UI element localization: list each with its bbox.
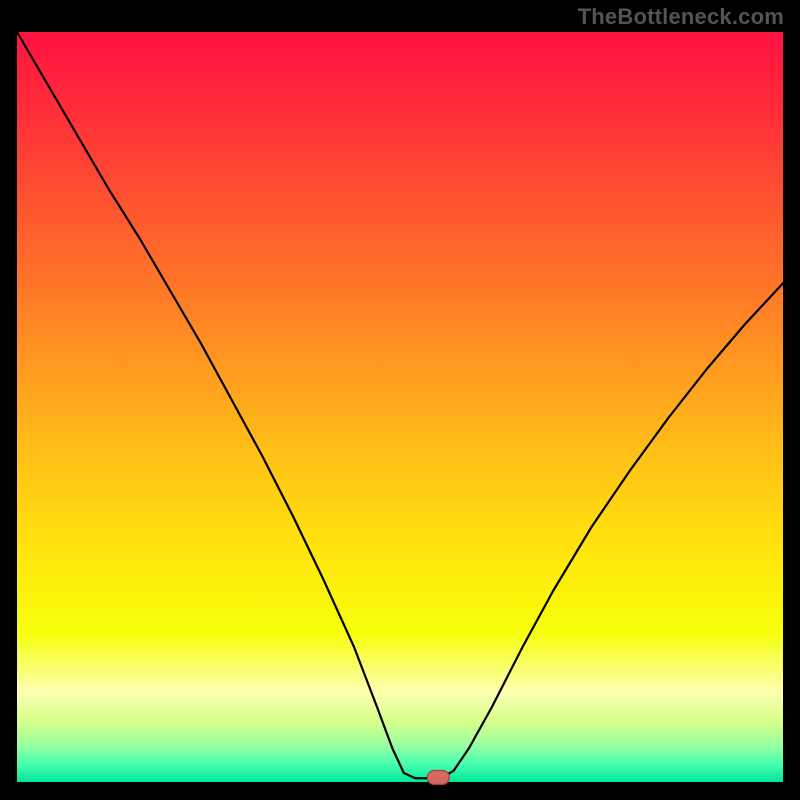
bottleneck-chart (0, 0, 800, 800)
plot-background (17, 32, 783, 782)
chart-stage: TheBottleneck.com (0, 0, 800, 800)
optimal-marker (427, 771, 449, 785)
watermark-label: TheBottleneck.com (578, 4, 784, 30)
